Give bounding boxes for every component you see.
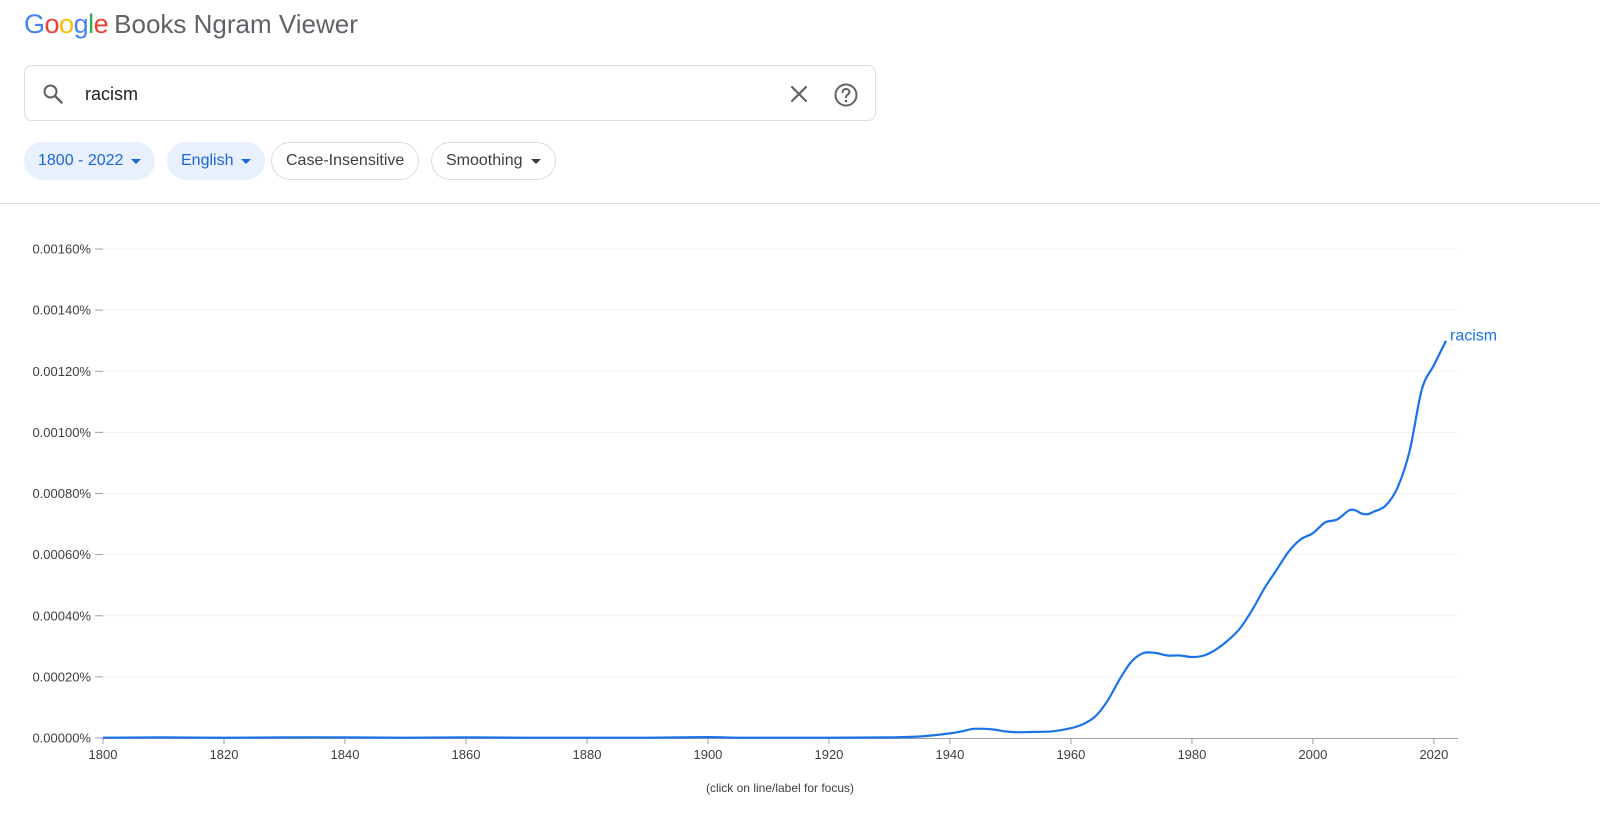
- header-divider: [0, 203, 1600, 204]
- help-circle-icon[interactable]: [833, 82, 859, 108]
- y-tick-label: 0.00000%: [32, 731, 91, 746]
- logo-letter-l: l: [88, 8, 94, 39]
- x-tick-label: 1880: [573, 747, 602, 762]
- y-tick-label: 0.00060%: [32, 547, 91, 562]
- y-tick-label: 0.00120%: [32, 364, 91, 379]
- ngram-chart-svg: 0.00000% 0.00020% 0.00040% 0.00060% 0.00080%…: [32, 242, 1497, 796]
- year-range-label: 1800 - 2022: [38, 152, 124, 169]
- y-tick-label: 0.00080%: [32, 486, 91, 501]
- close-icon[interactable]: [787, 82, 811, 106]
- series-label-racism[interactable]: racism: [1450, 328, 1497, 345]
- x-tick-label: 1920: [814, 747, 843, 762]
- y-tick-label: 0.00100%: [32, 425, 91, 440]
- chevron-down-icon: [131, 158, 142, 164]
- series-line-racism[interactable]: [102, 340, 1447, 739]
- x-tick-label: 2020: [1419, 747, 1448, 762]
- logo-letter-g2: g: [73, 8, 89, 39]
- x-tick-label: 1800: [89, 747, 118, 762]
- year-range-dropdown[interactable]: 1800 - 2022: [24, 142, 156, 180]
- x-tick-label: 1820: [210, 747, 239, 762]
- smoothing-label: Smoothing: [446, 152, 523, 169]
- case-insensitive-label: Case-Insensitive: [286, 152, 405, 169]
- search-icon[interactable]: [41, 82, 65, 106]
- chevron-down-icon: [530, 158, 541, 164]
- corpus-dropdown[interactable]: English: [167, 142, 266, 180]
- logo-letter-g: G: [24, 8, 45, 39]
- logo-letter-e: e: [93, 8, 109, 39]
- case-insensitive-toggle[interactable]: Case-Insensitive: [271, 142, 420, 180]
- search-box[interactable]: [24, 65, 876, 121]
- x-tick-label: 2000: [1298, 747, 1327, 762]
- x-tick-label: 1940: [935, 747, 964, 762]
- smoothing-dropdown[interactable]: Smoothing: [431, 142, 556, 180]
- logo-letter-o1: o: [44, 8, 60, 39]
- app-title: Books Ngram Viewer: [114, 8, 358, 39]
- logo-letter-o2: o: [59, 8, 74, 39]
- x-tick-label: 1900: [693, 747, 722, 762]
- chart-footnote: (click on line/label for focus): [706, 781, 854, 795]
- ngram-chart: 0.00000% 0.00020% 0.00040% 0.00060% 0.00080%…: [0, 205, 1600, 835]
- y-tick-label: 0.00040%: [32, 608, 91, 623]
- x-tick-label: 1980: [1177, 747, 1206, 762]
- search-input[interactable]: [85, 80, 775, 108]
- corpus-label: English: [181, 152, 234, 169]
- y-tick-label: 0.00020%: [32, 669, 91, 684]
- x-tick-label: 1960: [1056, 747, 1085, 762]
- y-tick-label: 0.00140%: [32, 303, 91, 318]
- chevron-down-icon: [241, 158, 252, 164]
- x-tick-label: 1860: [452, 747, 481, 762]
- y-tick-label: 0.00160%: [32, 242, 91, 257]
- x-tick-label: 1840: [331, 747, 360, 762]
